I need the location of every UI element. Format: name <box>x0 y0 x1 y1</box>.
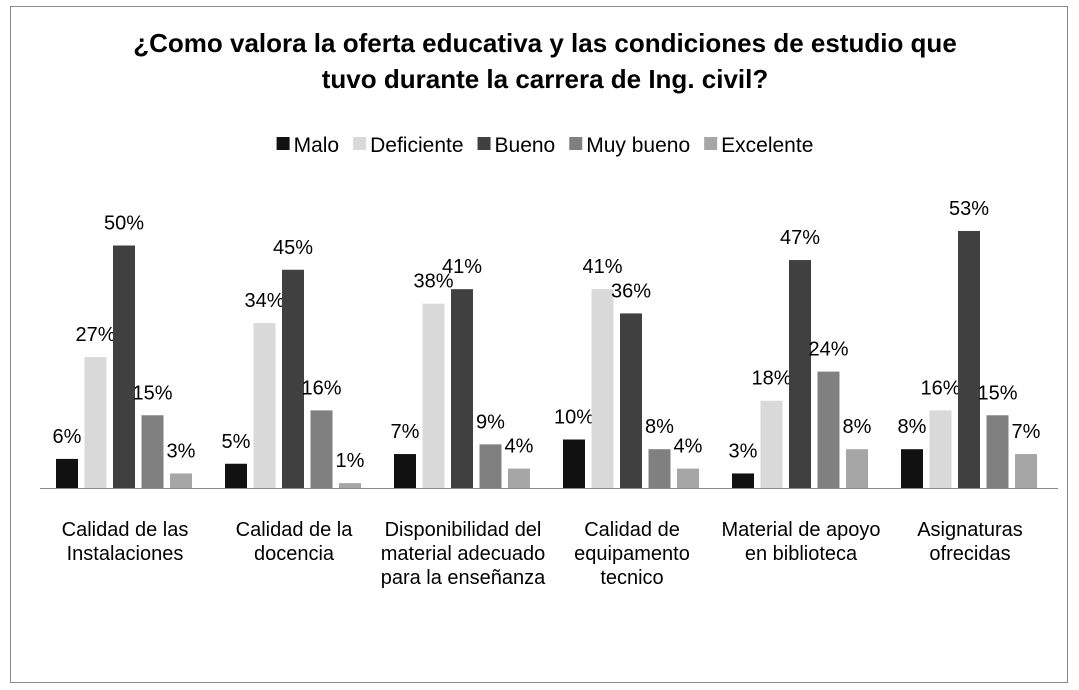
bar <box>648 449 671 488</box>
data-label: 38% <box>413 271 453 293</box>
data-label: 36% <box>611 280 651 302</box>
x-tick-label: Asignaturas ofrecidas <box>917 519 1023 565</box>
bar <box>479 444 502 488</box>
legend-swatch <box>704 137 718 150</box>
data-label: 1% <box>336 450 365 472</box>
x-tick-label: Material de apoyo en biblioteca <box>722 519 881 565</box>
bar <box>958 230 980 488</box>
data-label: 24% <box>808 339 848 361</box>
data-label: 15% <box>132 382 172 404</box>
data-label: 7% <box>391 421 420 443</box>
chart-title: ¿Como valora la oferta educativa y las c… <box>133 28 957 94</box>
legend-label: Excelente <box>721 134 813 157</box>
data-label: 8% <box>645 416 674 438</box>
legend-label: Bueno <box>495 134 556 157</box>
bar <box>986 415 1009 488</box>
bar <box>282 269 304 488</box>
bar <box>170 473 192 488</box>
bar <box>677 468 699 488</box>
data-label: 4% <box>674 436 703 458</box>
data-label: 41% <box>442 256 482 278</box>
legend-swatch <box>353 137 367 150</box>
x-tick-label: Calidad de equipamento tecnico <box>574 519 690 589</box>
legend-label: Malo <box>294 134 340 157</box>
data-label: 5% <box>222 431 251 453</box>
bar <box>84 357 107 488</box>
bar <box>253 323 276 488</box>
bar <box>1015 454 1037 488</box>
data-label: 6% <box>53 426 82 448</box>
data-label: 9% <box>476 411 505 433</box>
x-tick-label: Calidad de la docencia <box>236 519 354 565</box>
data-label: 8% <box>843 416 872 438</box>
data-label: 50% <box>104 213 144 235</box>
bar <box>789 260 811 488</box>
data-label: 16% <box>301 377 341 399</box>
bar <box>817 371 840 488</box>
data-label: 15% <box>977 382 1017 404</box>
bar <box>901 449 923 488</box>
data-label: 3% <box>167 440 196 462</box>
bar <box>310 410 333 488</box>
bar <box>929 410 952 488</box>
bar <box>508 468 530 488</box>
x-tick-label: Disponibilidad del material adecuado para … <box>381 519 546 589</box>
data-label: 34% <box>244 290 284 312</box>
bar <box>422 303 445 488</box>
bar <box>563 439 585 488</box>
data-label: 3% <box>729 440 758 462</box>
chart-frame <box>10 6 1068 683</box>
data-label: 27% <box>75 324 115 346</box>
bar <box>394 454 416 488</box>
data-label: 18% <box>751 368 791 390</box>
legend-swatch <box>569 137 583 150</box>
data-label: 8% <box>898 416 927 438</box>
data-label: 16% <box>920 377 960 399</box>
bar <box>846 449 868 488</box>
bar <box>760 400 783 488</box>
data-label: 7% <box>1012 421 1041 443</box>
legend-label: Deficiente <box>370 134 463 157</box>
data-label: 47% <box>780 227 820 249</box>
bar <box>451 289 473 488</box>
bar <box>732 473 754 488</box>
legend-swatch <box>477 137 491 150</box>
data-label: 41% <box>582 256 622 278</box>
bar <box>56 458 78 488</box>
legend-label: Muy bueno <box>586 134 690 157</box>
data-label: 53% <box>949 198 989 220</box>
bar <box>225 463 247 488</box>
bar <box>591 289 614 488</box>
bar <box>141 415 164 488</box>
data-label: 45% <box>273 237 313 259</box>
bar <box>113 245 135 488</box>
data-label: 10% <box>554 407 594 429</box>
legend-swatch <box>276 137 290 150</box>
data-label: 4% <box>505 436 534 458</box>
bar <box>339 483 361 488</box>
x-tick-label: Calidad de las Instalaciones <box>62 519 189 565</box>
bar <box>620 313 642 488</box>
